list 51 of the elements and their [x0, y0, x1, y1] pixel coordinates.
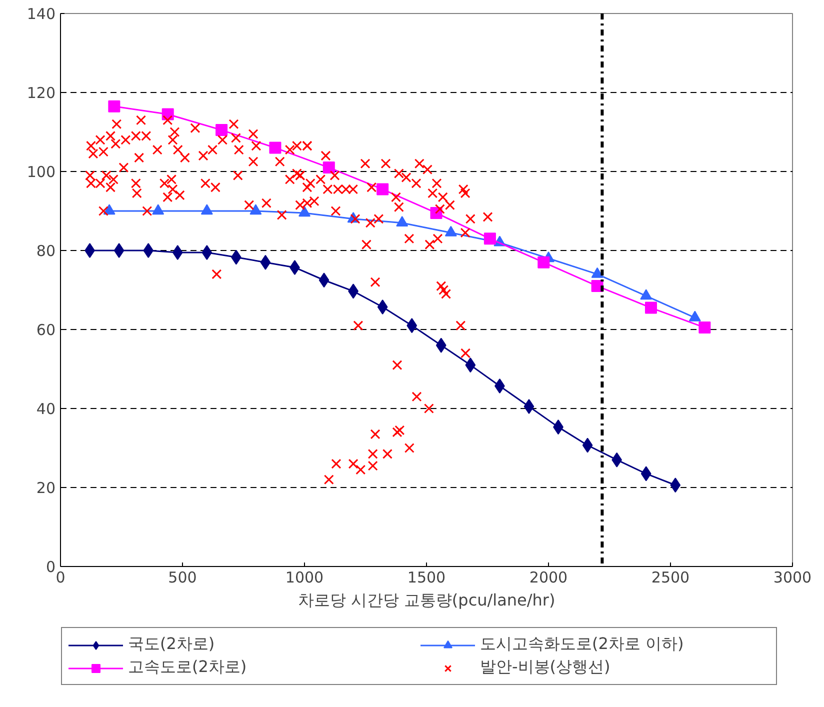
point — [269, 142, 282, 154]
point — [396, 216, 408, 227]
point — [524, 399, 534, 414]
x-tick-label: 2500 — [651, 568, 690, 586]
y-tick-label: 40 — [36, 400, 56, 418]
x-axis-title: 차로당 시간당 교통량(pcu/lane/hr) — [298, 590, 556, 610]
point — [444, 226, 457, 236]
y-tick-label: 120 — [26, 84, 56, 102]
y-tick-label: 80 — [36, 242, 56, 260]
point — [318, 272, 330, 288]
point — [108, 100, 120, 112]
point — [200, 204, 213, 215]
x-tick-label: 3000 — [773, 568, 812, 586]
y-tick-label: 20 — [36, 479, 56, 497]
legend-label: 도시고속화도로(2차로 이하) — [480, 634, 685, 655]
point — [591, 267, 604, 278]
point — [406, 318, 418, 334]
point — [465, 358, 476, 373]
point — [688, 310, 701, 322]
point — [670, 478, 681, 493]
point — [298, 206, 310, 217]
point — [322, 162, 335, 174]
point — [114, 243, 124, 258]
y-tick-label: 60 — [36, 321, 56, 339]
point — [152, 204, 164, 215]
point — [250, 204, 262, 215]
point — [538, 256, 550, 268]
point — [172, 244, 183, 260]
y-tick-label: 100 — [26, 163, 56, 181]
point — [143, 243, 154, 258]
point — [582, 438, 593, 453]
point — [84, 243, 95, 258]
point — [698, 322, 711, 334]
point — [640, 289, 652, 300]
point — [202, 244, 212, 260]
point — [640, 466, 652, 482]
point — [216, 124, 228, 136]
x-tick-label: 1000 — [285, 568, 324, 586]
point — [377, 299, 388, 314]
point — [644, 302, 657, 314]
x-tick-label: 2000 — [529, 568, 568, 586]
legend-label: 국도(2차로) — [128, 634, 216, 655]
x-tick-label: 500 — [168, 568, 197, 586]
point — [376, 183, 389, 196]
legend-label: 발안-비봉(상행선) — [480, 657, 612, 678]
point — [484, 232, 496, 245]
legend-label: 고속도로(2차로) — [128, 657, 248, 678]
y-tick-label: 140 — [26, 5, 56, 23]
x-tick-label: 1500 — [407, 568, 446, 586]
point — [436, 338, 446, 353]
point — [260, 254, 271, 270]
